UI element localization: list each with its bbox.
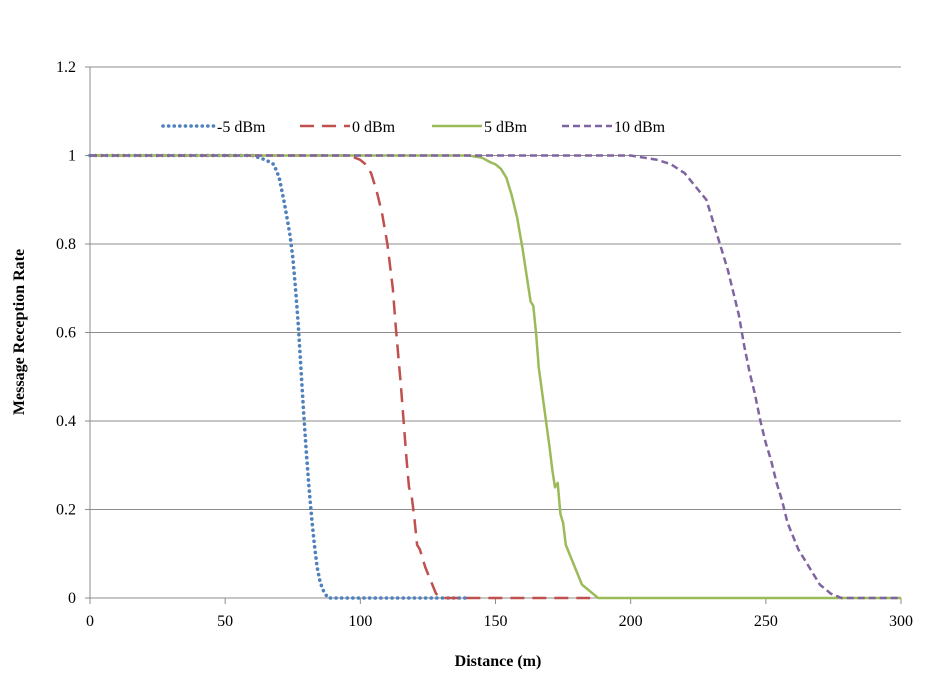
x-tick-label: 100 (348, 613, 372, 630)
legend-label: -5 dBm (217, 119, 266, 136)
y-tick-label: 0 (68, 590, 76, 607)
series-line-5dbm (88, 153, 471, 600)
x-axis-title: Distance (m) (455, 653, 542, 670)
y-tick-label: 0.8 (56, 236, 76, 253)
y-axis-title: Message Reception Rate (11, 249, 28, 415)
series-line-10dbm (90, 154, 901, 600)
x-tick-label: 50 (217, 613, 233, 630)
y-tick-label: 1.2 (56, 59, 76, 76)
axes: 0 0.2 0.4 0.6 0.8 1 1.2 0 50 100 150 200 250 300 (56, 59, 913, 630)
legend-label: 10 dBm (614, 119, 666, 136)
legend-label: 5 dBm (484, 119, 528, 136)
legend: -5 dBm 0 dBm 5 dBm 10 dBm (161, 119, 666, 136)
series-line-5dbm (90, 154, 901, 600)
x-tick-label: 0 (86, 613, 94, 630)
x-tick-label: 150 (484, 613, 508, 630)
series-lines (88, 153, 901, 600)
y-tick-label: 0.2 (56, 502, 76, 519)
x-tick-label: 300 (889, 613, 913, 630)
legend-label: 0 dBm (352, 119, 396, 136)
x-tick-label: 250 (754, 613, 778, 630)
x-tick-label: 200 (619, 613, 643, 630)
y-tick-label: 0.6 (56, 325, 76, 342)
y-tick-label: 1 (68, 148, 76, 165)
y-tick-label: 0.4 (56, 413, 76, 430)
series-line-0dbm (90, 154, 591, 600)
